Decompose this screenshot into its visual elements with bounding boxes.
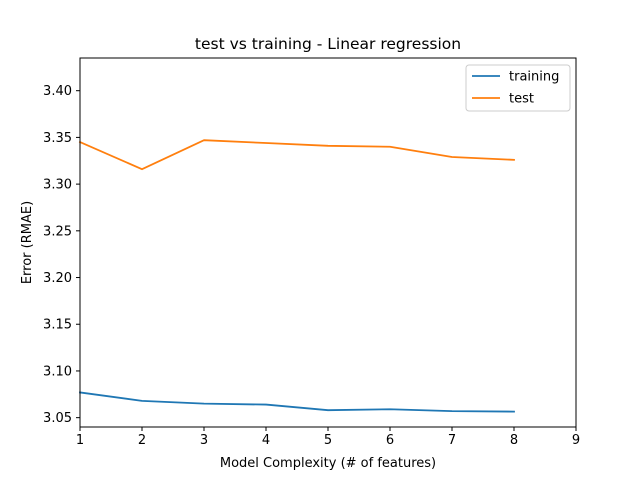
legend-label-test: test (509, 92, 534, 107)
plot-background (80, 58, 576, 427)
y-axis: 3.05 3.10 3.15 3.20 3.25 3.30 3.35 3.40 (43, 84, 80, 426)
legend: training test (465, 64, 571, 112)
x-tick-label: 1 (76, 433, 84, 448)
x-tick-label: 8 (510, 433, 518, 448)
y-tick-label: 3.30 (43, 178, 72, 193)
y-tick-label: 3.05 (43, 411, 72, 426)
x-tick-label: 7 (448, 433, 456, 448)
y-tick-label: 3.15 (43, 318, 72, 333)
series-layer (78, 139, 515, 413)
legend-items: training test (472, 70, 559, 107)
x-tick-label: 6 (386, 433, 394, 448)
plot-area (78, 57, 577, 428)
y-tick-label: 3.20 (43, 271, 72, 286)
y-tick-label: 3.10 (43, 364, 72, 379)
y-axis-label: Error (RMAE) (20, 201, 35, 284)
x-axis-label: Model Complexity (# of features) (220, 456, 436, 471)
x-tick-label: 9 (572, 433, 580, 448)
y-tick-label: 3.40 (43, 84, 72, 99)
x-tick-label: 3 (200, 433, 208, 448)
legend-label-training: training (509, 70, 559, 85)
chart-title: test vs training - Linear regression (195, 35, 461, 53)
x-tick-label: 5 (324, 433, 332, 448)
y-tick-label: 3.25 (43, 224, 72, 239)
series-line-training (78, 391, 515, 413)
x-tick-label: 2 (138, 433, 146, 448)
y-tick-label: 3.35 (43, 131, 72, 146)
series-line-test (78, 139, 515, 171)
x-axis: 1 2 3 4 5 6 7 8 9 (76, 427, 580, 448)
x-tick-label: 4 (262, 433, 270, 448)
